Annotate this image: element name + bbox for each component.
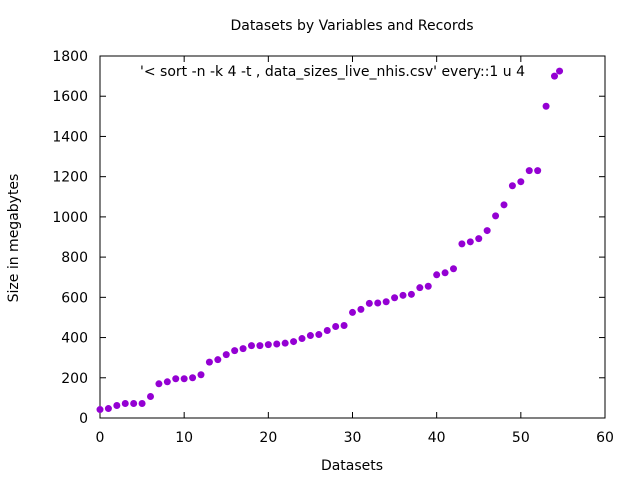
data-point: [121, 400, 129, 408]
x-tick-label: 0: [96, 430, 105, 446]
data-point: [349, 308, 356, 316]
x-tick-label: 20: [259, 430, 277, 446]
plot-frame: [99, 55, 606, 419]
data-point: [450, 265, 457, 273]
data-point: [113, 402, 121, 410]
data-point: [189, 374, 197, 382]
data-point: [556, 67, 564, 75]
y-tick-label: 1400: [52, 129, 88, 145]
data-point: [222, 351, 230, 359]
data-point: [492, 212, 500, 220]
data-point: [96, 406, 104, 414]
data-point: [281, 339, 289, 347]
data-point: [214, 356, 222, 364]
data-point: [475, 235, 483, 243]
data-point: [391, 294, 399, 302]
data-point: [441, 269, 449, 277]
x-tick-label: 10: [175, 430, 193, 446]
data-point: [382, 298, 390, 306]
data-point: [163, 378, 171, 386]
data-point: [239, 345, 247, 353]
x-tick-label: 50: [512, 430, 530, 446]
data-point: [205, 358, 213, 366]
y-axis-label: Size in megabytes: [6, 174, 22, 303]
y-tick-label: 600: [61, 290, 88, 306]
y-tick-label: 200: [61, 371, 88, 387]
data-point: [197, 371, 205, 379]
data-point: [534, 167, 542, 175]
data-point: [180, 375, 188, 383]
x-tick-label: 40: [428, 430, 446, 446]
y-tick-label: 1800: [52, 49, 88, 65]
data-point: [290, 338, 298, 346]
data-point: [256, 342, 264, 350]
data-point: [365, 299, 373, 307]
data-point: [508, 182, 516, 190]
y-tick-label: 1000: [52, 210, 88, 226]
data-point: [248, 342, 255, 350]
data-point: [340, 321, 348, 329]
data-point: [374, 299, 382, 307]
data-point: [416, 284, 424, 292]
data-point: [466, 238, 474, 246]
chart-title: Datasets by Variables and Records: [230, 18, 473, 34]
data-point: [458, 240, 466, 248]
x-tick-label: 30: [344, 430, 362, 446]
data-points: [96, 67, 564, 414]
y-tick-label: 0: [79, 411, 88, 427]
data-point: [155, 380, 163, 388]
data-point: [130, 400, 138, 408]
legend-label: '< sort -n -k 4 -t , data_sizes_live_nhi…: [140, 64, 525, 80]
data-point: [298, 335, 306, 343]
data-point: [551, 72, 558, 80]
data-point: [315, 331, 323, 339]
data-point: [332, 322, 340, 330]
data-point: [525, 167, 533, 175]
data-point: [104, 405, 112, 413]
y-tick-label: 800: [61, 250, 88, 266]
data-point: [323, 327, 331, 335]
x-axis-label: Datasets: [321, 458, 383, 474]
data-point: [306, 332, 314, 340]
y-tick-label: 1600: [52, 89, 88, 105]
data-point: [399, 291, 407, 299]
data-point: [273, 340, 281, 348]
data-point: [542, 102, 550, 110]
data-point: [231, 347, 239, 355]
y-tick-label: 400: [61, 331, 88, 347]
data-point: [483, 227, 491, 235]
data-point: [264, 341, 272, 349]
data-point: [172, 375, 180, 383]
data-point: [500, 201, 508, 209]
data-point: [357, 305, 365, 313]
data-point: [424, 282, 432, 290]
axes: 0 10 20 30 40 50 60020040060080010001200140016…: [52, 49, 614, 446]
data-point: [138, 400, 146, 408]
y-tick-label: 1200: [52, 170, 88, 186]
data-point: [407, 290, 415, 298]
data-point: [517, 178, 525, 186]
x-tick-label: 60: [596, 430, 614, 446]
data-point: [433, 271, 441, 279]
data-point: [147, 392, 154, 400]
